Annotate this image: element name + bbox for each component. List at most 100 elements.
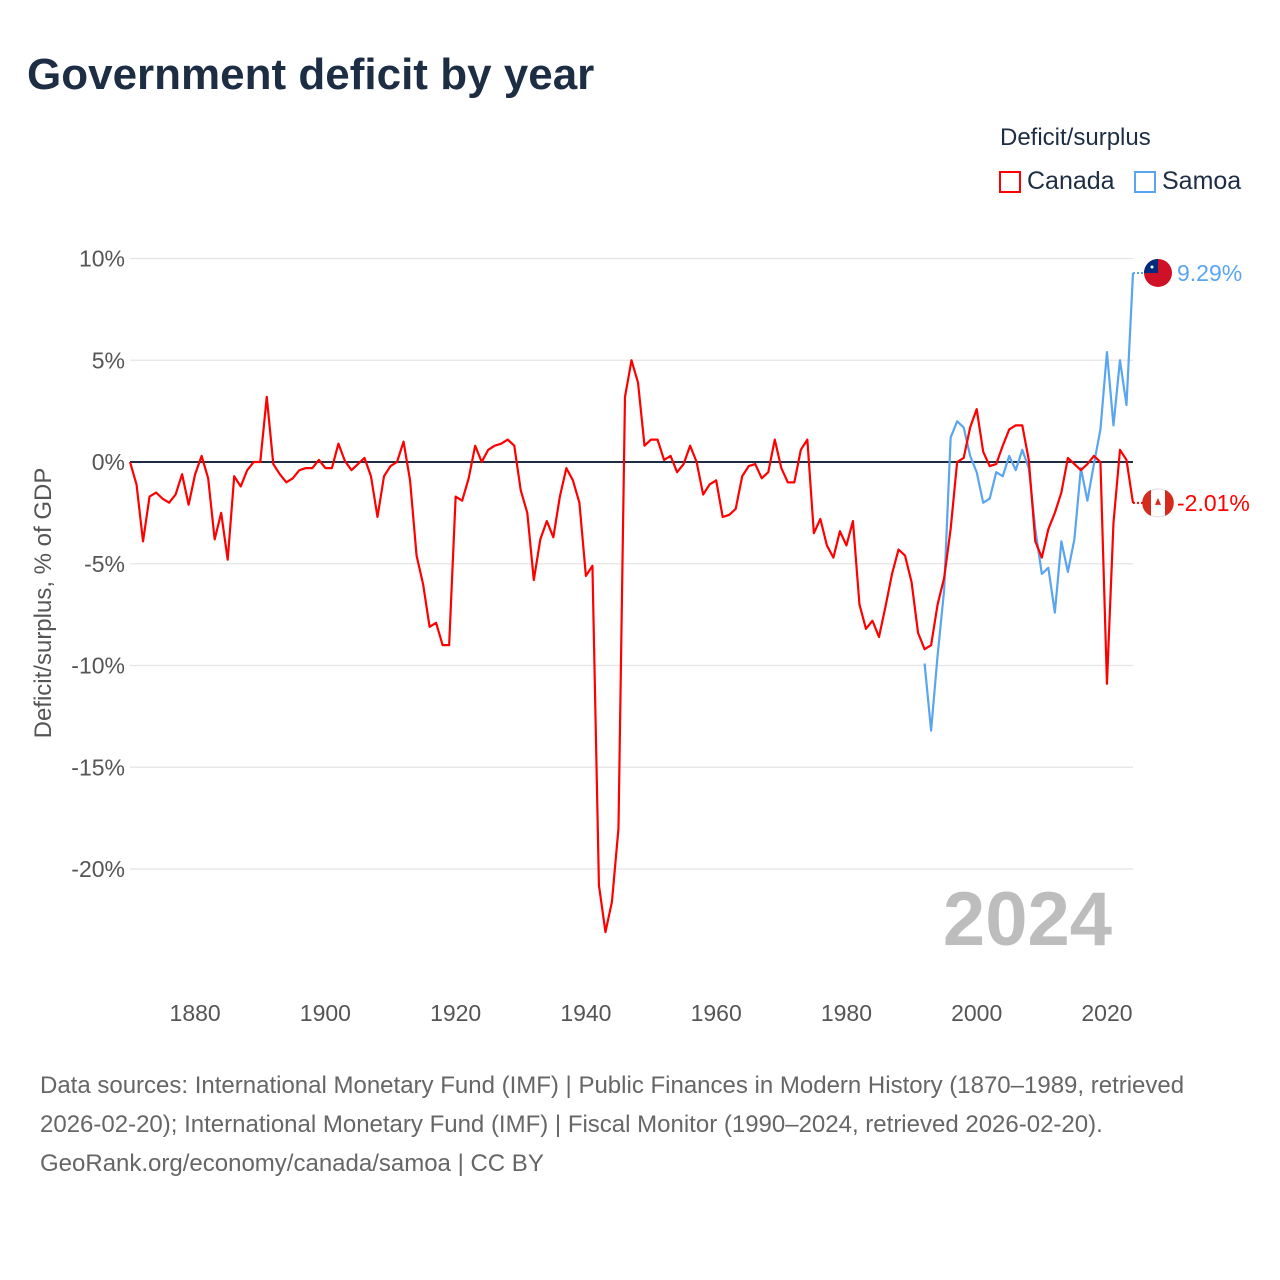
data-point-canada bbox=[577, 501, 581, 505]
data-point-canada bbox=[297, 468, 301, 472]
data-point-canada bbox=[688, 444, 692, 448]
data-point-canada bbox=[206, 476, 210, 480]
data-point-samoa bbox=[1007, 454, 1011, 458]
data-point-samoa bbox=[962, 425, 966, 429]
legend-item-canada[interactable]: Canada bbox=[999, 167, 1115, 196]
data-point-samoa bbox=[1072, 537, 1076, 541]
data-point-canada bbox=[252, 460, 256, 464]
data-point-canada bbox=[538, 537, 542, 541]
data-point-canada bbox=[213, 537, 217, 541]
data-point-canada bbox=[975, 407, 979, 411]
legend-item-samoa[interactable]: Samoa bbox=[1134, 167, 1241, 196]
data-point-canada bbox=[792, 480, 796, 484]
x-tick-label: 2000 bbox=[951, 1000, 1002, 1026]
data-point-canada bbox=[167, 501, 171, 505]
data-point-canada bbox=[389, 464, 393, 468]
data-point-canada bbox=[682, 462, 686, 466]
data-point-canada bbox=[349, 468, 353, 472]
data-point-canada bbox=[447, 643, 451, 647]
data-point-canada bbox=[564, 466, 568, 470]
data-point-samoa bbox=[1066, 570, 1070, 574]
data-point-canada bbox=[493, 444, 497, 448]
data-point-canada bbox=[623, 395, 627, 399]
data-point-canada bbox=[910, 580, 914, 584]
data-point-canada bbox=[1098, 460, 1102, 464]
data-point-samoa bbox=[1020, 448, 1024, 452]
data-point-canada bbox=[903, 554, 907, 558]
data-point-canada bbox=[721, 515, 725, 519]
data-point-canada bbox=[1027, 458, 1031, 462]
data-point-canada bbox=[486, 448, 490, 452]
data-point-canada bbox=[558, 495, 562, 499]
data-point-canada bbox=[844, 543, 848, 547]
data-point-canada bbox=[962, 456, 966, 460]
data-point-canada bbox=[1105, 682, 1109, 686]
data-point-canada bbox=[362, 456, 366, 460]
data-point-canada bbox=[460, 499, 464, 503]
y-tick-label: 10% bbox=[79, 246, 125, 272]
data-point-canada bbox=[434, 621, 438, 625]
data-point-canada bbox=[773, 438, 777, 442]
x-tick-label: 2020 bbox=[1081, 1000, 1132, 1026]
data-point-canada bbox=[630, 358, 634, 362]
data-point-canada bbox=[395, 460, 399, 464]
data-point-canada bbox=[864, 627, 868, 631]
data-point-canada bbox=[128, 460, 132, 464]
attribution-link[interactable]: GeoRank.org/economy/canada/samoa | CC BY bbox=[40, 1150, 544, 1177]
data-point-canada bbox=[1079, 468, 1083, 472]
data-point-canada bbox=[428, 625, 432, 629]
data-point-canada bbox=[649, 438, 653, 442]
legend-label-canada: Canada bbox=[1027, 167, 1115, 195]
data-point-canada bbox=[271, 462, 275, 466]
data-point-canada bbox=[545, 519, 549, 523]
data-point-canada bbox=[1085, 462, 1089, 466]
data-point-canada bbox=[467, 476, 471, 480]
data-point-canada bbox=[1118, 448, 1122, 452]
data-point-canada bbox=[597, 883, 601, 887]
data-point-canada bbox=[200, 454, 204, 458]
data-point-canada bbox=[135, 482, 139, 486]
x-tick-label: 1940 bbox=[560, 1000, 611, 1026]
data-point-samoa bbox=[1105, 350, 1109, 354]
data-point-canada bbox=[929, 643, 933, 647]
data-point-canada bbox=[1040, 556, 1044, 560]
data-sources: Data sources: International Monetary Fun… bbox=[40, 1072, 1185, 1138]
data-point-canada bbox=[310, 466, 314, 470]
x-tick-label: 1920 bbox=[430, 1000, 481, 1026]
y-axis-label: Deficit/surplus, % of GDP bbox=[30, 468, 57, 739]
data-point-canada bbox=[525, 511, 529, 515]
data-point-canada bbox=[610, 900, 614, 904]
data-point-canada bbox=[187, 503, 191, 507]
data-point-samoa bbox=[1092, 462, 1096, 466]
data-point-canada bbox=[1033, 539, 1037, 543]
data-point-canada bbox=[421, 582, 425, 586]
data-point-canada bbox=[584, 574, 588, 578]
chart-area: 10% 5% 0% -5% -10% -15% -20% 1880 1900 1920 1940 1… bbox=[30, 246, 1250, 1027]
data-point-canada bbox=[161, 497, 165, 501]
data-point-canada bbox=[336, 442, 340, 446]
data-point-canada bbox=[812, 531, 816, 535]
data-point-canada bbox=[727, 513, 731, 517]
data-point-canada bbox=[291, 476, 295, 480]
data-point-samoa bbox=[1040, 572, 1044, 576]
data-point-canada bbox=[284, 480, 288, 484]
data-point-canada bbox=[968, 425, 972, 429]
data-point-canada bbox=[942, 576, 946, 580]
data-point-canada bbox=[258, 460, 262, 464]
series-canada bbox=[128, 358, 1135, 934]
data-point-canada bbox=[656, 438, 660, 442]
data-point-canada bbox=[265, 395, 269, 399]
footer: Data sources: International Monetary Fun… bbox=[40, 1066, 1240, 1183]
data-point-canada bbox=[734, 507, 738, 511]
data-point-samoa bbox=[942, 588, 946, 592]
data-point-samoa bbox=[968, 454, 972, 458]
canada-flag-icon bbox=[1142, 488, 1174, 518]
data-point-canada bbox=[988, 464, 992, 468]
year-watermark: 2024 bbox=[943, 877, 1112, 962]
data-point-canada bbox=[473, 444, 477, 448]
data-point-samoa bbox=[1014, 468, 1018, 472]
data-point-canada bbox=[675, 470, 679, 474]
data-point-samoa bbox=[1046, 566, 1050, 570]
data-point-canada bbox=[1072, 462, 1076, 466]
data-point-samoa bbox=[1111, 423, 1115, 427]
